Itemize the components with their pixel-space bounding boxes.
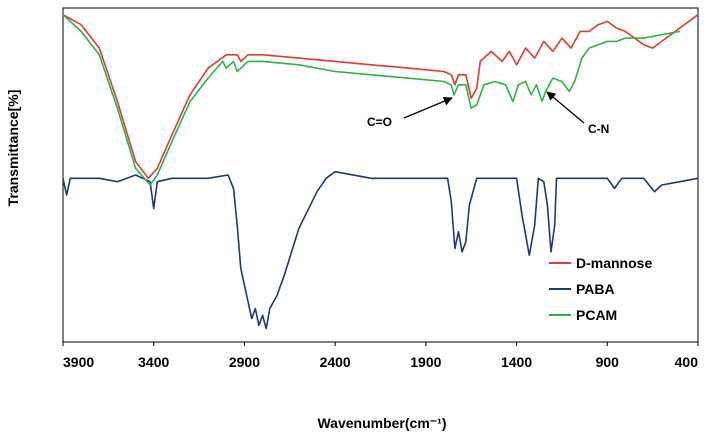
annotation-c-n-arrow <box>546 91 585 124</box>
y-axis-title: Transmittance[%] <box>5 90 21 207</box>
annotation-c-n: C-N <box>546 91 609 136</box>
x-tick-label: 1900 <box>410 354 441 370</box>
plot-frame <box>62 7 699 343</box>
legend: D-mannose PABA PCAM <box>549 255 652 323</box>
x-tick-label: 1400 <box>501 354 532 370</box>
legend-label-d-mannose: D-mannose <box>576 255 652 271</box>
x-axis-title: Wavenumber(cm⁻¹) <box>317 415 446 431</box>
series-line-d-mannose <box>62 13 699 180</box>
legend-label-paba: PABA <box>576 281 615 297</box>
annotation-c-o-arrow <box>403 96 453 119</box>
x-tick-label: 3400 <box>138 354 169 370</box>
annotation-c-o: C=O <box>367 96 453 129</box>
series-layer <box>62 13 699 330</box>
series-line-pcam <box>62 14 681 186</box>
x-tick-label: 900 <box>596 354 620 370</box>
x-tick-labels: 3900 3400 2900 2400 1900 1400 900 400 <box>62 342 699 370</box>
annotation-c-o-label: C=O <box>367 115 392 129</box>
series-line-paba <box>62 170 699 330</box>
x-tick-label: 3900 <box>63 354 94 370</box>
x-tick-label: 2900 <box>229 354 260 370</box>
x-tick-label: 2400 <box>320 354 351 370</box>
legend-label-pcam: PCAM <box>576 307 617 323</box>
annotation-c-n-label: C-N <box>588 122 609 136</box>
x-tick-label: 400 <box>675 354 699 370</box>
